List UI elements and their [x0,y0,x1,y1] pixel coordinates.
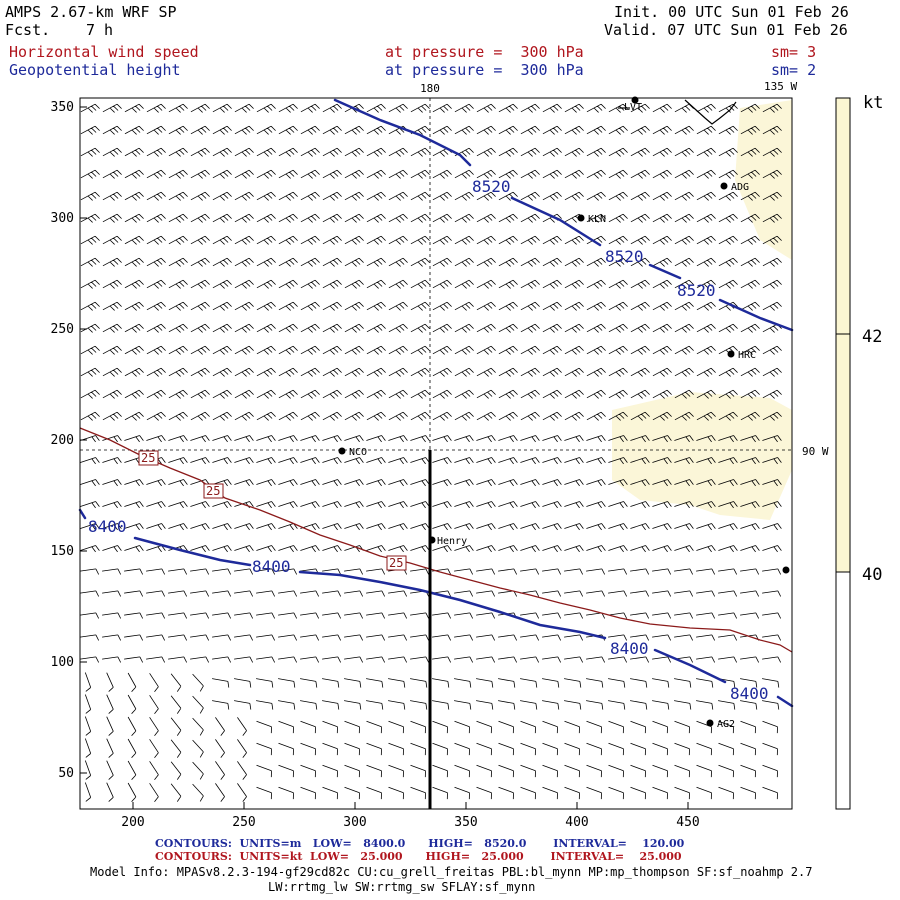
height-contour-labels: 8520 8520 8520 8400 8400 8400 8400 [88,177,769,703]
svg-text:350: 350 [51,100,74,115]
x-axis-labels: 200 250 300 350 400 450 [121,815,699,830]
axis-ticks [80,106,689,809]
field1-name: Horizontal wind speed [9,43,199,61]
station-kln: KLN [577,214,606,225]
wind-speed-contour [79,427,793,653]
map-grid [80,98,792,451]
height-contour-info: CONTOURS: UNITS=m LOW= 8400.0 HIGH= 8520… [155,837,685,850]
svg-text:200: 200 [51,433,74,448]
svg-text:25: 25 [206,484,220,498]
svg-text:250: 250 [232,815,255,830]
svg-text:NCO: NCO [349,447,367,458]
svg-text:300: 300 [51,211,74,226]
colorbar-unit: kt [863,93,883,113]
svg-text:250: 250 [51,322,74,337]
svg-text:200: 200 [121,815,144,830]
station-henry: Henry [428,536,467,547]
svg-text:8520: 8520 [472,177,511,196]
svg-text:8520: 8520 [605,247,644,266]
valid-time: Valid. 07 UTC Sun 01 Feb 26 [604,21,848,39]
svg-text:ADG: ADG [731,182,749,193]
parallel-label: 90 W [802,445,829,458]
colorbar-label-42: 42 [862,327,882,347]
weather-map: 8520 8520 8520 8400 8400 8400 8400 25 25… [51,80,884,830]
wind-speed-shading [612,100,792,520]
stations: LVT ADG KLN HRC NCO Henry AG2 [338,96,790,730]
svg-text:8400: 8400 [88,517,127,536]
plot-frame [79,97,793,810]
station-unlabeled [782,566,790,574]
wind-barbs [80,103,782,802]
forecast-hour: 7 h [86,21,114,39]
station-nco: NCO [338,447,367,458]
svg-text:HRC: HRC [738,350,756,361]
field1-level: at pressure = 300 hPa [385,43,584,61]
svg-text:8400: 8400 [730,684,769,703]
svg-text:350: 350 [454,815,477,830]
station-adg: ADG [720,182,749,193]
field1-smoothing: sm= 3 [771,43,817,61]
field2-smoothing: sm= 2 [771,61,817,79]
svg-text:8520: 8520 [677,281,716,300]
colorbar: kt 42 40 [835,93,883,810]
wind-speed-contour-labels: 25 25 25 [138,450,407,571]
svg-text:400: 400 [565,815,588,830]
svg-text:25: 25 [141,451,155,465]
svg-text:AG2: AG2 [717,719,735,730]
plot-title: AMPS 2.67-km WRF SP [5,3,177,21]
field2-name: Geopotential height [9,61,181,79]
height-contours [78,98,794,708]
colorbar-label-40: 40 [862,565,882,585]
svg-text:8400: 8400 [610,639,649,658]
model-info: Model Info: MPASv8.2.3-194-gf29cd82c CU:… [90,865,813,879]
coastline [618,99,737,125]
forecast-label: Fcst. [5,21,51,39]
wind-barb-field [80,103,782,802]
svg-text:50: 50 [58,766,74,781]
field2-level: at pressure = 300 hPa [385,61,584,79]
meridian-label: 180 [420,82,440,95]
svg-text:LVT: LVT [624,102,642,113]
station-ag2: AG2 [706,719,735,730]
model-info-radiation: LW:rrtmg_lw SW:rrtmg_sw SFLAY:sf_mynn [268,880,536,894]
svg-text:25: 25 [389,556,403,570]
svg-text:100: 100 [51,655,74,670]
station-hrc: HRC [727,350,756,361]
station-lvt: LVT [624,96,642,113]
speed-contour-info: CONTOURS: UNITS=kt LOW= 25.000 HIGH= 25.… [155,850,682,863]
svg-text:8400: 8400 [252,557,291,576]
corner-longitude-label: 135 W [764,80,797,93]
svg-text:KLN: KLN [588,214,606,225]
svg-text:300: 300 [343,815,366,830]
svg-text:150: 150 [51,544,74,559]
svg-text:Henry: Henry [437,536,467,547]
init-time: Init. 00 UTC Sun 01 Feb 26 [614,3,849,21]
y-axis-labels: 350 300 250 200 150 100 50 [51,100,74,781]
svg-text:450: 450 [676,815,699,830]
